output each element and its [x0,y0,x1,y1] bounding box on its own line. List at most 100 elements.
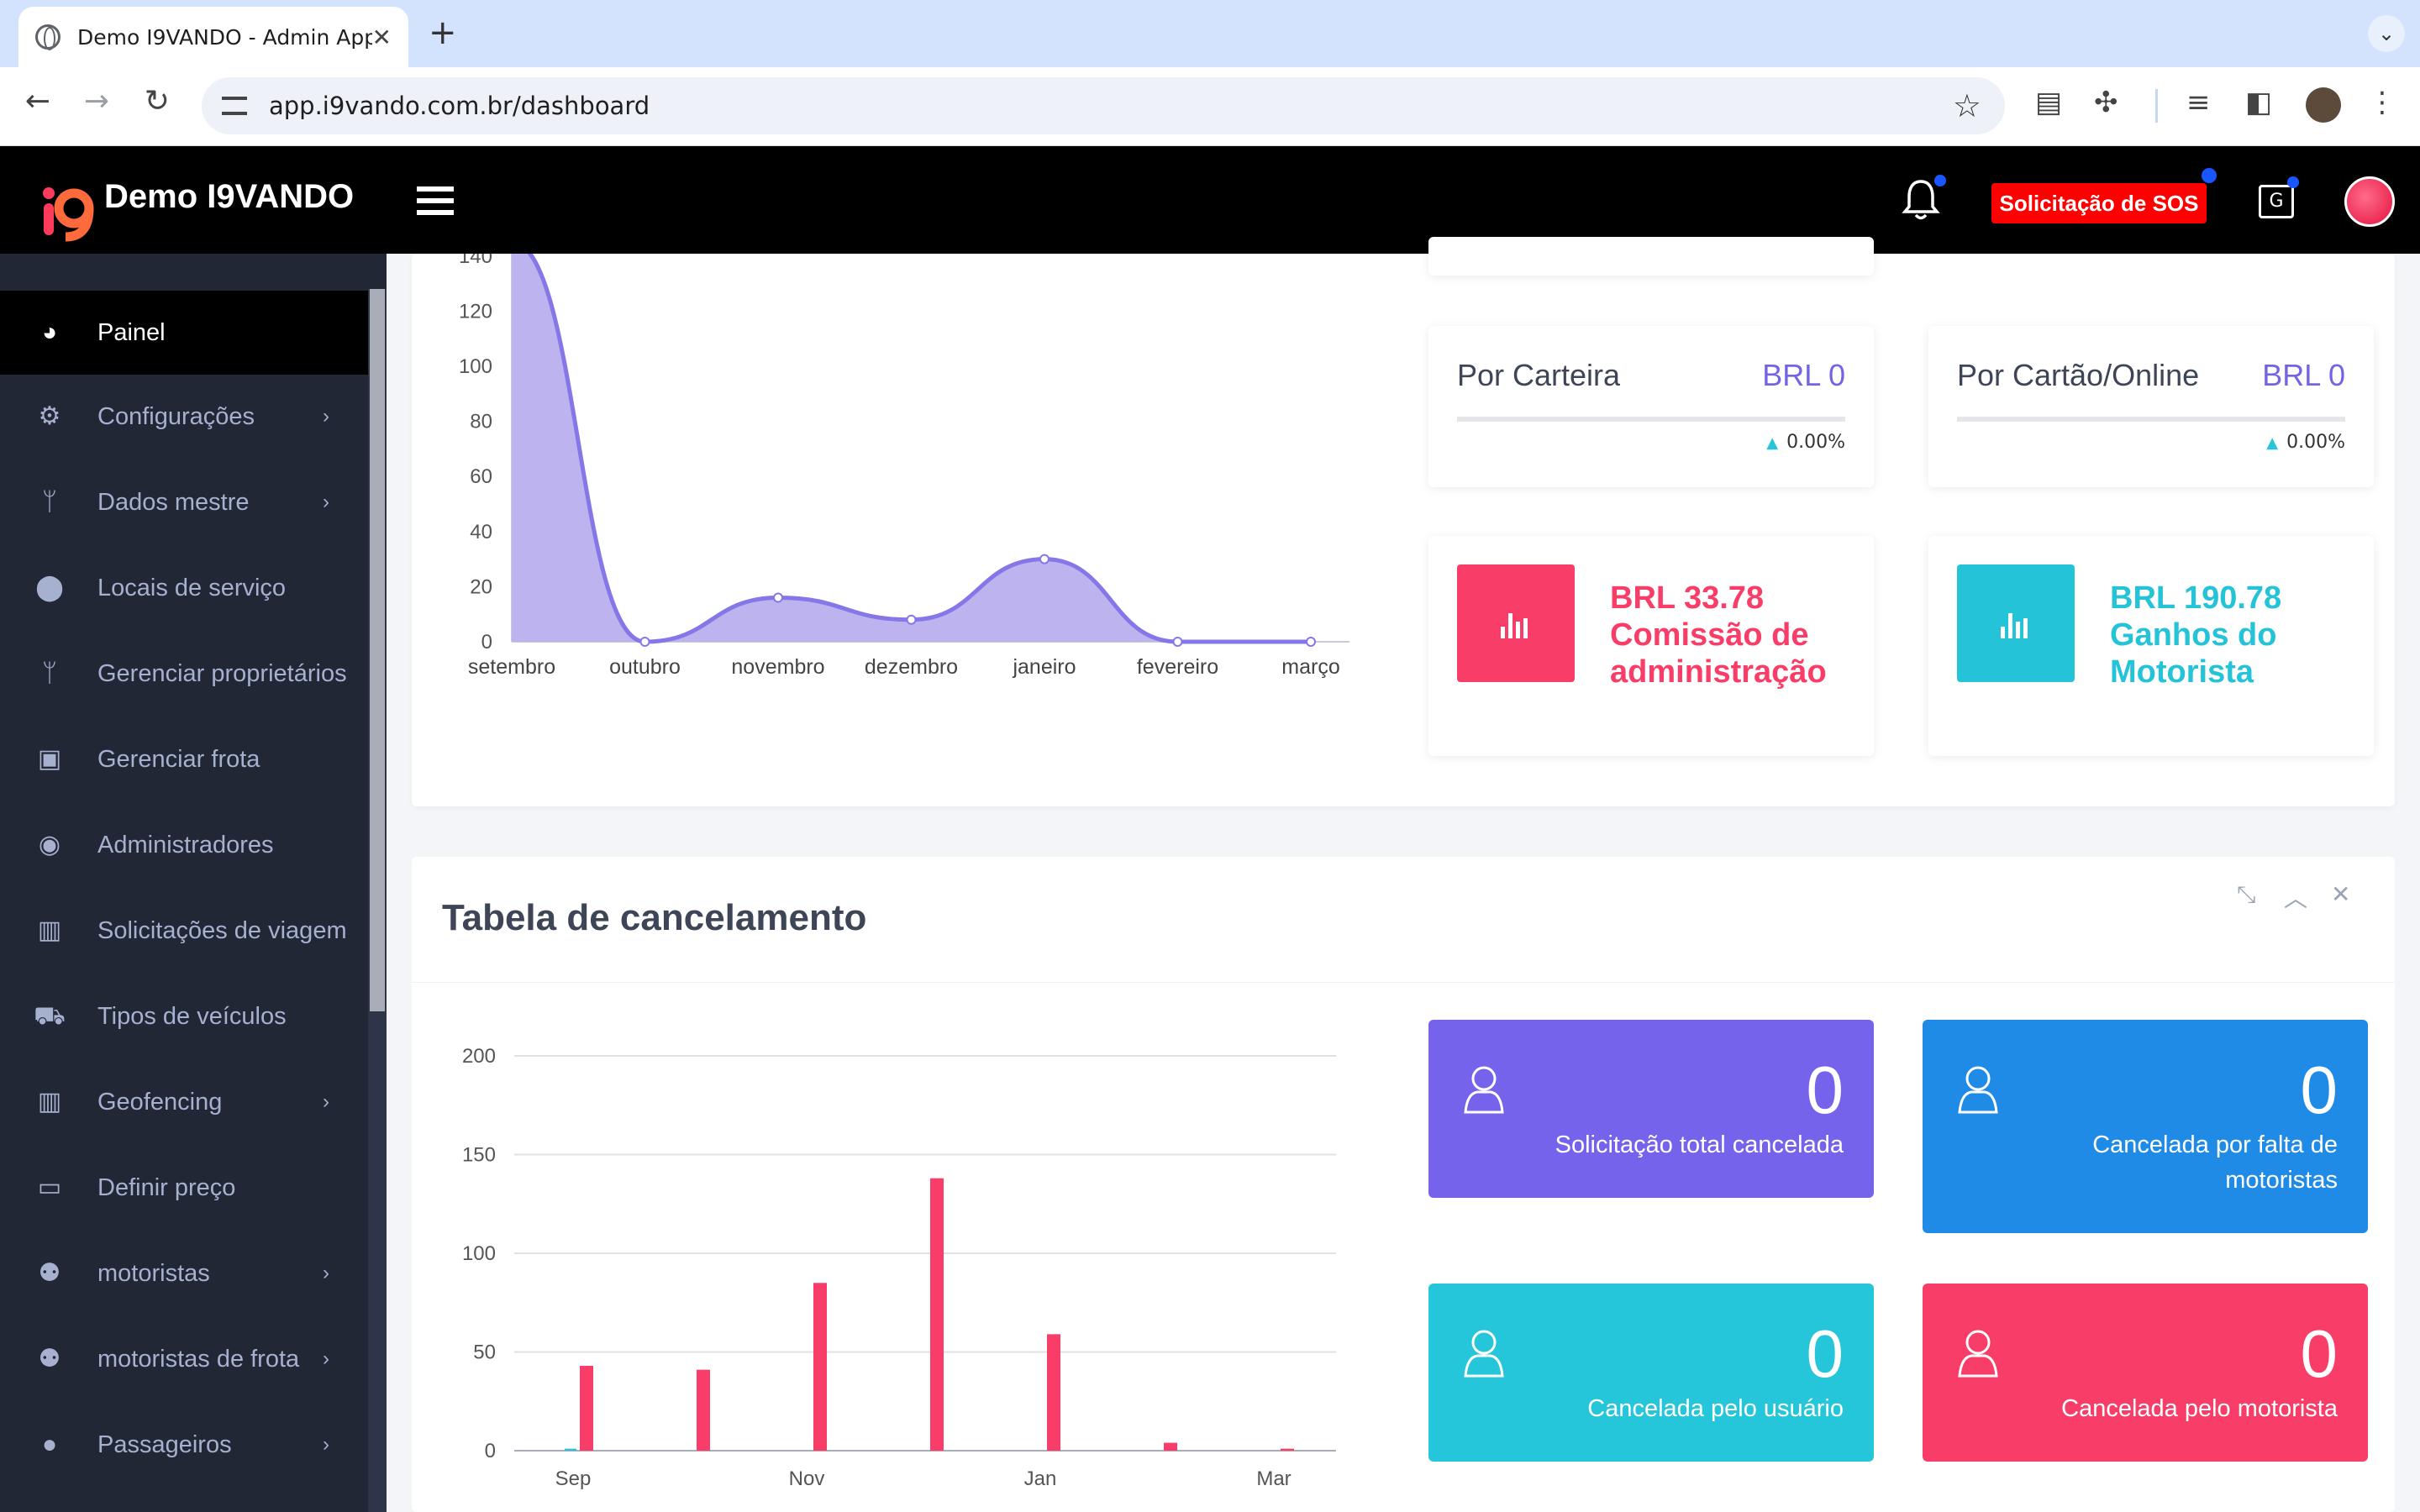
sidebar-item-label: Geofencing [97,1088,223,1116]
y-tick-label: 40 [470,521,492,543]
user-avatar[interactable] [2344,176,2395,227]
users-icon: ⚉ [38,1345,61,1373]
cancel-count: 0 [2300,1053,2338,1127]
data-point[interactable] [1172,637,1183,647]
site-info-icon[interactable] [222,97,247,115]
profile-avatar[interactable] [2306,87,2341,123]
bell-icon[interactable] [1901,178,1941,222]
new-tab-button[interactable]: + [429,13,457,52]
branch-icon: ᛘ [42,488,57,516]
bar[interactable] [1281,1448,1294,1451]
sidebar-item[interactable]: ⚉ motoristas › [0,1231,370,1315]
sidebar-item[interactable]: ᛘ Gerenciar proprietários [0,632,370,716]
cancel-label: Solicitação total cancelada [1555,1127,1844,1163]
sidebar-item[interactable]: ◉ Administradores [0,803,370,887]
earnings-text: BRL 190.78 Ganhos do Motorista [2110,580,2281,690]
sidebar-item[interactable]: ◕ Painel [0,291,370,375]
sidebar-item[interactable]: ● Passageiros › [0,1403,370,1487]
commission-label-2: administração [1610,654,1827,690]
x-tick-label: novembro [731,655,824,679]
sidebar-item[interactable]: ⬤ Locais de serviço [0,546,370,630]
sidebar-item[interactable]: ▥ Solicitações de viagem [0,889,370,973]
forward-icon[interactable]: → [83,84,110,118]
payment-progress-bar [1957,417,2345,422]
map-icon: ▥ [37,916,62,944]
data-point[interactable] [1039,554,1050,564]
data-point[interactable] [773,592,783,603]
tab-title: Demo I9VANDO - Admin App [77,24,372,50]
bar[interactable] [1047,1334,1060,1451]
bar[interactable] [565,1448,576,1451]
toolbar-divider [2155,89,2158,123]
cancel-stat-tile: 0 Cancelada pelo usuário [1428,1284,1874,1462]
sidebar-item[interactable]: ⚉ motoristas de frota › [0,1317,370,1401]
sidebar-item[interactable]: ᛘ Dados mestre › [0,460,370,544]
chevron-right-icon[interactable]: › [323,1433,329,1456]
sidebar-item-label: motoristas de frota [97,1345,300,1373]
payment-percent: ▲ 0.00% [1766,432,1845,453]
data-point[interactable] [1306,637,1316,647]
sidebar: ◕ Painel ⚙ Configurações › ᛘ Dados mestre › ⬤ Loc… [0,254,387,1512]
expand-icon[interactable]: ⤡ [2237,880,2256,908]
data-point[interactable] [906,614,917,625]
chevron-right-icon[interactable]: › [323,1347,329,1370]
translate-icon[interactable]: G [2259,185,2294,218]
area-line [527,254,1311,644]
chevron-right-icon[interactable]: › [323,405,329,428]
sos-request-button[interactable]: Solicitação de SOS [1991,183,2207,223]
bar[interactable] [580,1365,593,1451]
chevron-right-icon[interactable]: › [323,491,329,513]
browser-menu-icon[interactable]: ⋮ [2368,86,2396,119]
bar[interactable] [697,1369,710,1451]
tab-close-icon[interactable]: ✕ [371,23,392,51]
cancellation-title: Tabela de cancelamento [442,897,867,938]
cast-icon[interactable]: ▤ [2035,86,2063,119]
y-tick-label: 60 [470,465,492,488]
bar[interactable] [813,1283,827,1451]
url-text[interactable]: app.i9vando.com.br/dashboard [269,92,650,120]
sos-badge-dot [2202,168,2217,183]
sidebar-item-label: Definir preço [97,1173,236,1201]
sidebar-item-label: Configurações [97,402,255,430]
sidebar-item[interactable]: ▭ Definir preço [0,1146,370,1230]
sidebar-item[interactable]: ⚙ Configurações › [0,375,370,459]
x-tick-label: outubro [609,655,681,679]
chevron-right-icon[interactable]: › [323,1090,329,1113]
sidebar-item[interactable]: ▣ Gerenciar frota [0,717,370,801]
notification-dot [1934,175,1946,186]
sidebar-item[interactable]: ▥ Geofencing › [0,1060,370,1144]
y-tick-label: 100 [462,1242,496,1265]
bookmark-star-icon[interactable]: ☆ [1952,87,1981,124]
bar[interactable] [1164,1442,1177,1451]
address-bar[interactable]: app.i9vando.com.br/dashboard ☆ [202,77,2005,134]
y-tick-label: 150 [462,1144,496,1167]
hamburger-menu-icon[interactable] [417,186,454,215]
up-arrow-icon: ▲ [2266,434,2279,452]
cancel-label-line: Cancelada pelo motorista [2061,1395,2338,1422]
gears-icon: ⚙ [38,402,61,430]
browser-tab[interactable]: Demo I9VANDO - Admin App ✕ [18,7,408,67]
data-point[interactable] [639,637,650,647]
sidebar-scrollbar-thumb[interactable] [370,289,385,1011]
map-marker-icon: ⬤ [35,574,64,601]
y-tick-label: 120 [459,300,492,323]
bus-icon: ▣ [37,745,62,773]
percent-value: 0.00% [1786,432,1845,453]
bar[interactable] [930,1178,944,1451]
close-icon[interactable]: ✕ [2331,880,2351,908]
collapse-icon[interactable]: ︿ [2284,885,2308,912]
x-tick-label: março [1281,655,1339,679]
brand-name[interactable]: Demo I9VANDO [104,178,355,215]
chevron-right-icon[interactable]: › [323,1262,329,1284]
commission-label-1: Comissão de [1610,617,1809,653]
side-panel-icon[interactable]: ◧ [2245,86,2273,119]
extensions-icon[interactable]: ✣ [2094,86,2118,119]
sidebar-item[interactable]: ⛟ Tipos de veículos [0,974,370,1058]
reload-icon[interactable]: ↻ [144,84,171,118]
tab-search-button[interactable]: ⌄ [2368,15,2405,52]
media-icon[interactable]: ≡ [2186,86,2211,119]
up-arrow-icon: ▲ [1766,434,1779,452]
cancel-label: Cancelada pelo motorista [2061,1391,2338,1426]
back-icon[interactable]: ← [24,84,51,118]
user-circle-icon: ◉ [38,831,61,858]
